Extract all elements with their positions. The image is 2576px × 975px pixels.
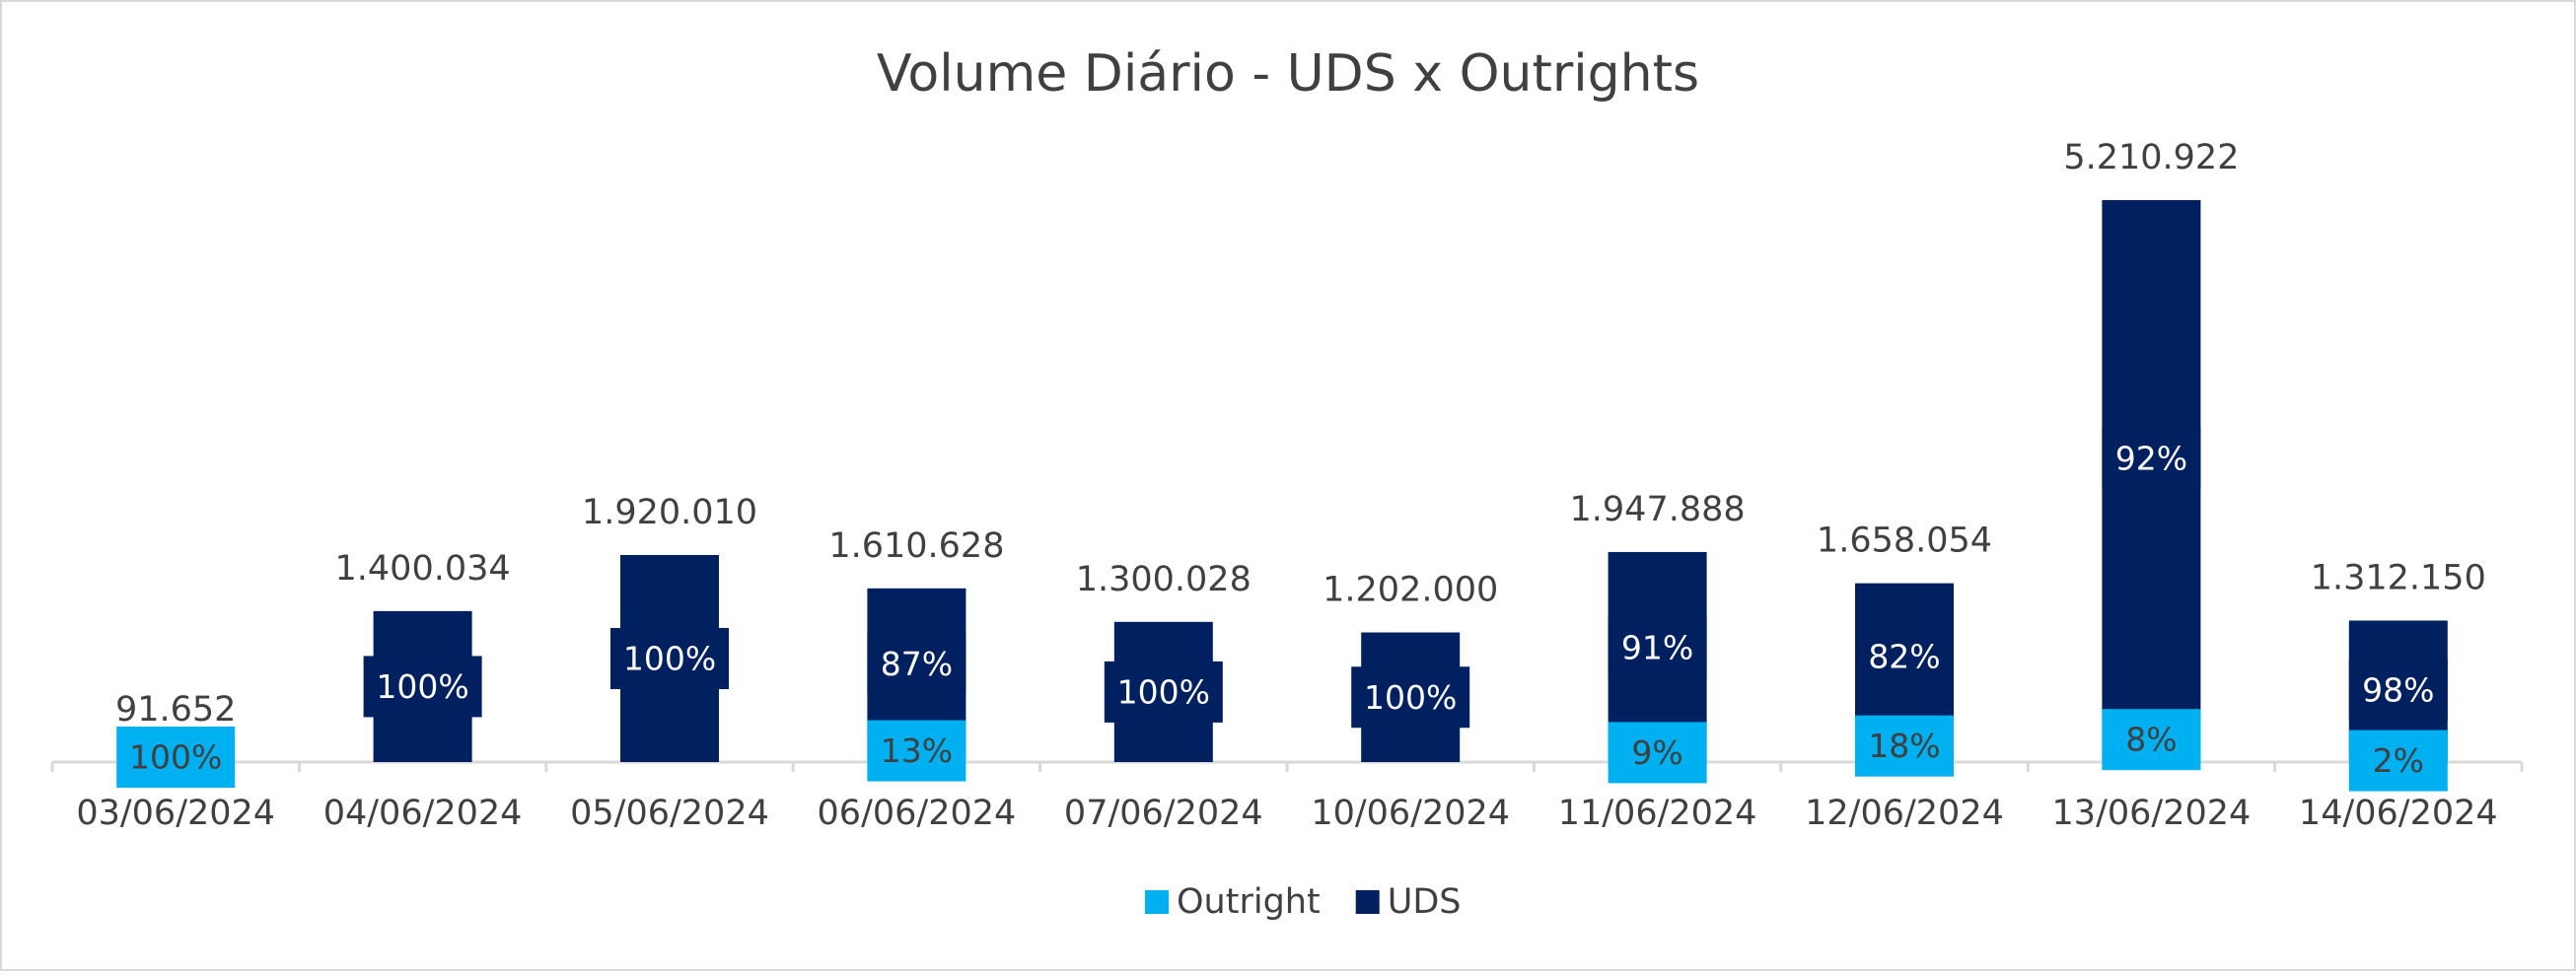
x-tick-label: 07/06/2024 — [1064, 794, 1263, 833]
x-tick-label: 04/06/2024 — [323, 794, 523, 833]
data-label: 91% — [1621, 628, 1693, 666]
total-label: 5.210.922 — [2063, 138, 2239, 177]
total-label: 1.300.028 — [1076, 560, 1252, 599]
data-label-box — [1351, 666, 1470, 729]
total-label: 91.652 — [115, 690, 236, 730]
x-tick-label: 14/06/2024 — [2299, 794, 2498, 833]
data-label-box — [867, 720, 966, 782]
x-tick-label: 13/06/2024 — [2052, 794, 2252, 833]
total-label: 1.400.034 — [335, 549, 511, 589]
data-label: 92% — [2115, 440, 2187, 478]
x-tick-label: 11/06/2024 — [1558, 794, 1757, 833]
data-label-box — [1104, 661, 1223, 723]
x-tick-label: 05/06/2024 — [570, 794, 769, 833]
legend-label: UDS — [1388, 882, 1462, 922]
data-label: 2% — [2373, 741, 2424, 780]
data-label: 87% — [881, 645, 953, 683]
legend-swatch — [1355, 890, 1380, 914]
legend-swatch — [1145, 890, 1169, 914]
legend-label: Outright — [1177, 882, 1321, 922]
data-label-box — [867, 633, 966, 695]
x-tick-label: 06/06/2024 — [818, 794, 1017, 833]
data-label: 100% — [1117, 672, 1210, 711]
x-tick-label: 10/06/2024 — [1311, 794, 1510, 833]
data-label: 100% — [623, 639, 716, 677]
data-label: 18% — [1868, 727, 1940, 765]
total-label: 1.658.054 — [1817, 522, 1992, 561]
data-label-box — [2348, 659, 2448, 721]
data-label: 100% — [1364, 678, 1457, 717]
data-label-box — [116, 726, 236, 788]
data-label-box — [2102, 428, 2201, 490]
total-label: 1.202.000 — [1323, 571, 1498, 610]
data-label: 8% — [2125, 721, 2177, 759]
total-label: 1.947.888 — [1570, 490, 1746, 529]
chart-title: Volume Diário - UDS x Outrights — [877, 44, 1699, 104]
data-label: 9% — [1631, 733, 1682, 772]
total-label: 1.610.628 — [828, 526, 1004, 566]
data-label-box — [1608, 616, 1707, 678]
data-label-box — [363, 656, 482, 718]
total-label: 1.920.010 — [582, 493, 757, 532]
data-label-box — [1608, 722, 1707, 784]
data-label: 98% — [2362, 670, 2434, 709]
data-label: 100% — [129, 737, 222, 776]
data-label-box — [1855, 625, 1954, 687]
data-label-box — [2102, 709, 2201, 771]
data-label-box — [1855, 715, 1954, 777]
data-label: 100% — [376, 667, 468, 706]
data-label: 13% — [881, 731, 953, 770]
x-tick-label: 03/06/2024 — [76, 794, 275, 833]
data-label-box — [610, 627, 729, 689]
x-tick-label: 12/06/2024 — [1805, 794, 2004, 833]
total-label: 1.312.150 — [2311, 558, 2486, 597]
data-label-box — [2348, 730, 2448, 792]
data-label: 82% — [1868, 637, 1940, 675]
